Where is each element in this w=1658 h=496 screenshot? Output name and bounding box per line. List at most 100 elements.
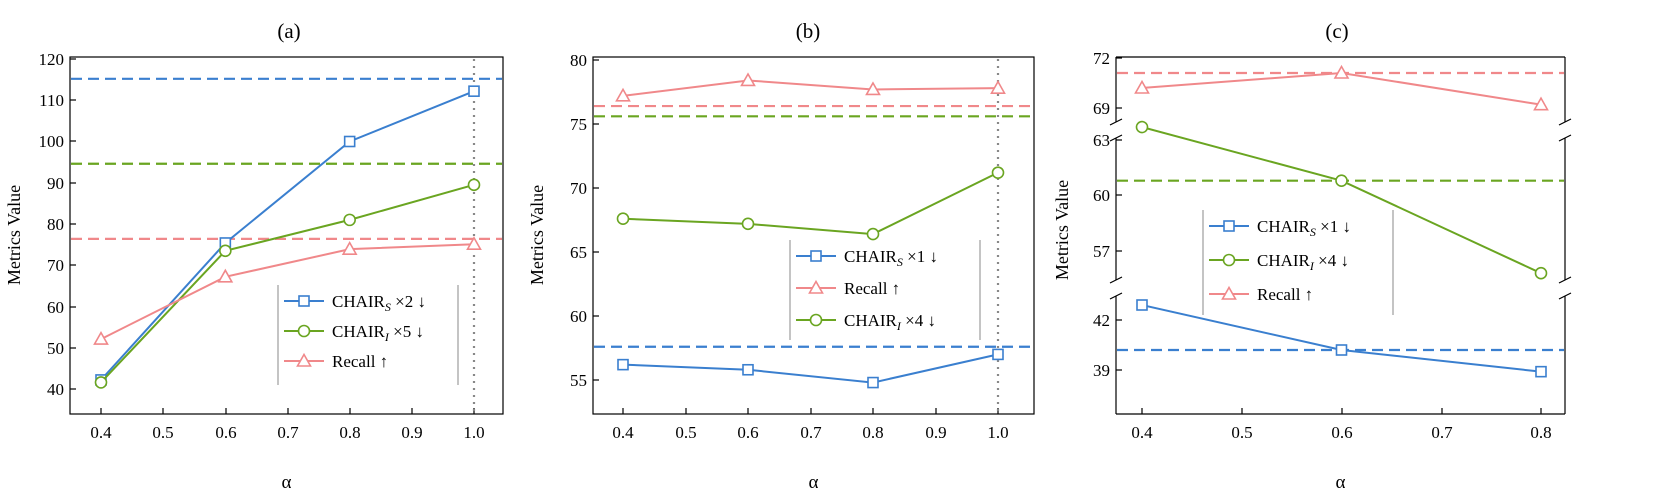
legend-entry-label: Recall ↑ [844,279,900,298]
legend-marker [1221,285,1237,300]
data-point-square [617,358,629,371]
y-tick-label: 65 [570,243,587,262]
data-point-circle [991,166,1005,179]
y-tick-label: 70 [47,256,64,275]
x-tick-label: 0.8 [862,423,883,442]
y-tick-label: 60 [47,298,64,317]
legend-marker [809,313,823,327]
data-point-triangle [1333,64,1350,79]
x-tick-label: 0.7 [1431,423,1453,442]
panel-title: (a) [277,19,300,43]
axis-break-mark [1558,276,1572,284]
data-point-triangle [1134,79,1150,94]
x-tick-label: 0.9 [925,423,946,442]
legend-entry-label: CHAIRI ×4 ↓ [1257,251,1349,273]
y-tick-label: 39 [1093,361,1110,380]
legend-entry-label: CHAIRI ×5 ↓ [332,322,424,344]
legend-entry-label: CHAIRS ×1 ↓ [844,247,938,269]
y-tick-label: 72 [1093,49,1110,68]
y-tick-label: 100 [39,132,65,151]
legend-marker [298,295,310,307]
axis-break-mark [1109,118,1123,126]
x-tick-label: 0.5 [152,423,173,442]
x-tick-label: 0.4 [1131,423,1153,442]
chart-panel-a: 0.4 0.5 0.6 0.7 0.8 0.9 1.0 40 50 60 70 80 90 100 110 1… [4,19,504,493]
legend-entry-label: Recall ↑ [1257,285,1313,304]
y-tick-label: 120 [39,50,65,69]
x-tick-label: 0.6 [1331,423,1352,442]
y-tick-label: 63 [1093,131,1110,150]
data-point-triangle [740,72,756,87]
series-line [1141,304,1542,373]
y-tick-label: 69 [1093,99,1110,118]
data-point-circle [467,178,481,192]
legend: CHAIRS ×1 ↓ CHAIRI ×4 ↓ Recall ↑ [1202,210,1394,315]
data-point-triangle [990,80,1006,94]
x-tick-label: 0.7 [277,423,299,442]
data-point-circle [1335,174,1348,187]
y-axis-label: Metrics Value [1052,180,1072,280]
panel-title: (c) [1325,19,1348,43]
legend-entry-label: CHAIRS ×2 ↓ [332,292,426,314]
data-point-circle [1135,120,1149,134]
axis-break-mark [1558,292,1572,300]
y-tick-label: 60 [570,307,587,326]
plot-frame [592,56,1035,415]
chart-panel-b: 0.4 0.5 0.6 0.7 0.8 0.9 1.0 55 60 65 70 75 80 (b) α Met… [527,19,1035,493]
data-point-triangle [615,87,631,102]
y-tick-label: 42 [1093,311,1110,330]
y-tick-label: 70 [570,179,587,198]
data-point-square [1535,365,1547,378]
data-point-square [468,85,480,97]
legend-marker [297,324,311,338]
x-tick-label: 0.9 [401,423,422,442]
y-tick-label: 57 [1093,242,1111,261]
series-line [100,243,475,340]
x-tick-label: 0.4 [612,423,634,442]
x-tick-label: 0.5 [1231,423,1252,442]
data-point-circle [616,212,630,226]
data-point-square [1136,299,1148,311]
data-point-square [867,376,879,389]
legend-marker [808,279,824,294]
data-point-circle [866,227,880,241]
legend: CHAIRS ×1 ↓ Recall ↑ CHAIRI ×4 ↓ [789,240,981,340]
x-tick-label: 0.8 [1530,423,1551,442]
data-point-circle [741,217,755,231]
y-tick-label: 80 [47,215,64,234]
data-point-square [992,348,1004,361]
x-tick-label: 0.5 [675,423,696,442]
legend-marker [1222,253,1236,267]
y-tick-label: 40 [47,380,64,399]
x-tick-label: 0.6 [215,423,236,442]
data-point-triangle [217,268,234,283]
series-line [100,90,475,381]
data-point-square [742,363,754,376]
legend-marker [296,352,312,367]
panel-title: (b) [796,19,821,43]
y-tick-label: 80 [570,51,587,70]
data-point-triangle [93,330,109,345]
series-line [622,353,999,384]
y-tick-label: 90 [47,174,64,193]
x-tick-label: 0.6 [737,423,758,442]
axis-break-mark [1558,134,1572,142]
legend-marker [1223,220,1235,232]
data-point-circle [343,213,356,227]
series-line [622,79,999,97]
legend-entry-label: CHAIRI ×4 ↓ [844,311,936,333]
x-tick-label: 0.8 [339,423,360,442]
axis-break-mark [1109,276,1123,284]
y-tick-label: 60 [1093,186,1110,205]
data-point-triangle [865,81,881,96]
axis-break-mark [1109,292,1123,300]
data-point-square [1335,344,1348,356]
x-tick-label: 0.4 [90,423,112,442]
y-axis-label: Metrics Value [527,185,547,285]
plot-frame [69,56,504,415]
x-axis-label: α [1336,472,1346,493]
legend-marker [810,250,822,262]
axis-break-mark [1109,134,1123,142]
data-point-triangle [1533,96,1549,111]
y-tick-label: 50 [47,339,64,358]
